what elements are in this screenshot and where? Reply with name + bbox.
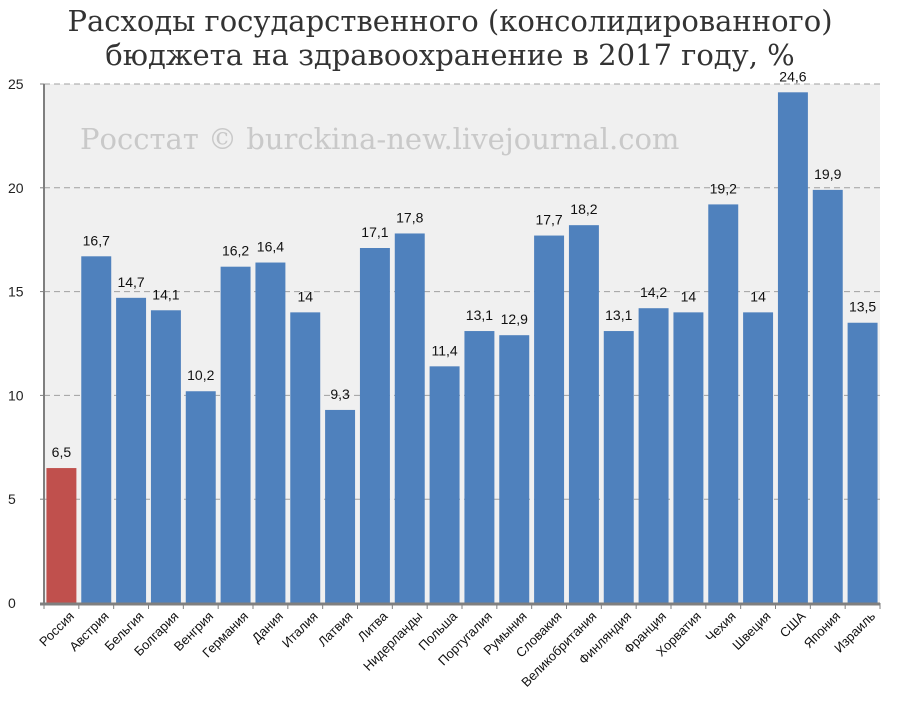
y-tick-label: 15 bbox=[8, 284, 24, 300]
data-label: 6,5 bbox=[52, 444, 72, 460]
bar bbox=[534, 235, 565, 603]
data-label: 16,2 bbox=[222, 243, 249, 259]
bar bbox=[464, 331, 495, 603]
data-label: 17,7 bbox=[535, 212, 562, 228]
bar bbox=[499, 335, 530, 603]
bar bbox=[81, 256, 112, 603]
bar bbox=[394, 233, 425, 604]
y-tick-label: 0 bbox=[8, 595, 16, 611]
chart-title-line-2: бюджета на здравоохранение в 2017 году, … bbox=[105, 38, 795, 72]
bar bbox=[359, 248, 390, 603]
y-tick-label: 20 bbox=[8, 180, 24, 196]
bar bbox=[220, 266, 251, 603]
bar bbox=[777, 92, 808, 603]
data-label: 10,2 bbox=[187, 367, 214, 383]
plot-area bbox=[44, 84, 880, 603]
data-label: 11,4 bbox=[431, 342, 457, 358]
x-tick-label: Латвия bbox=[315, 609, 356, 650]
data-label: 16,7 bbox=[83, 232, 110, 248]
bar bbox=[255, 262, 286, 603]
data-label: 17,1 bbox=[361, 224, 388, 240]
chart-title-line-1: Расходы государственного (консолидирован… bbox=[67, 4, 833, 38]
data-label: 13,1 bbox=[466, 307, 493, 323]
x-tick-label: Швеция bbox=[729, 609, 773, 653]
y-tick-label: 5 bbox=[8, 491, 16, 507]
bar bbox=[568, 225, 599, 603]
x-tick-label: США bbox=[777, 608, 809, 640]
data-label: 9,3 bbox=[330, 386, 350, 402]
bar bbox=[46, 468, 77, 603]
bar bbox=[638, 308, 669, 603]
data-label: 13,5 bbox=[849, 299, 876, 315]
chart-title: Расходы государственного (консолидирован… bbox=[0, 4, 900, 72]
bar bbox=[429, 366, 460, 603]
data-label: 17,8 bbox=[396, 209, 423, 225]
data-label: 13,1 bbox=[605, 307, 632, 323]
bar bbox=[325, 409, 356, 603]
data-label: 19,9 bbox=[814, 166, 841, 182]
data-label: 14 bbox=[681, 288, 697, 304]
y-tick-label: 25 bbox=[8, 76, 24, 92]
bar bbox=[116, 297, 147, 603]
bar bbox=[290, 312, 321, 603]
data-label: 14 bbox=[750, 288, 766, 304]
data-label: 12,9 bbox=[501, 311, 528, 327]
bar bbox=[185, 391, 216, 603]
x-tick-label: Италия bbox=[279, 609, 321, 651]
bar bbox=[673, 312, 704, 603]
bar bbox=[743, 312, 774, 603]
data-label: 19,2 bbox=[710, 180, 737, 196]
bar bbox=[603, 331, 634, 603]
data-label: 14 bbox=[297, 288, 313, 304]
data-label: 14,7 bbox=[117, 274, 144, 290]
bar bbox=[812, 189, 843, 603]
data-label: 18,2 bbox=[570, 201, 597, 217]
bar bbox=[150, 310, 181, 603]
bar bbox=[847, 322, 878, 603]
y-tick-label: 10 bbox=[8, 387, 24, 403]
watermark-text: Росстат © burckina-new.livejournal.com bbox=[80, 122, 679, 156]
data-label: 14,1 bbox=[152, 286, 179, 302]
data-label: 14,2 bbox=[640, 284, 667, 300]
data-label: 16,4 bbox=[257, 239, 284, 255]
data-label: 24,6 bbox=[779, 68, 806, 84]
bar bbox=[708, 204, 739, 603]
